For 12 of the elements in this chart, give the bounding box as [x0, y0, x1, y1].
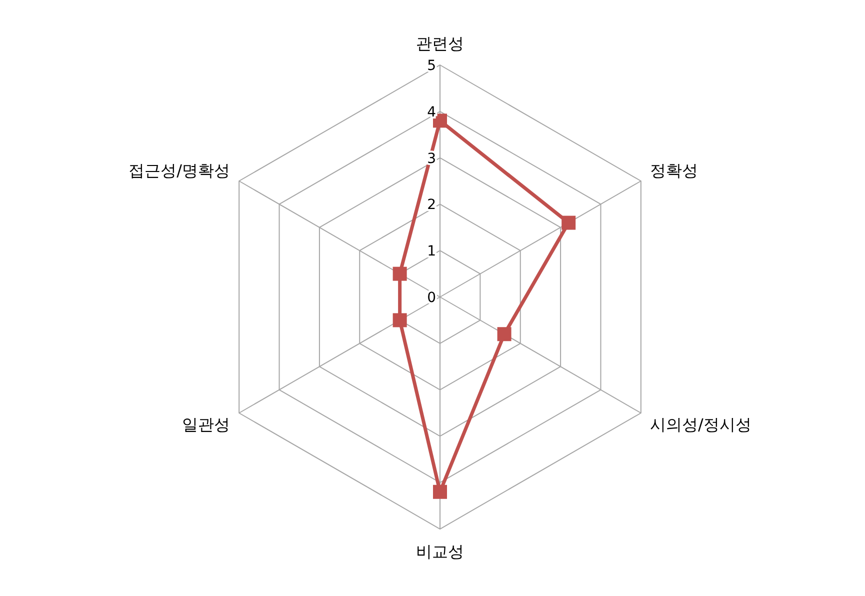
spoke-label: 접근성/명확성: [128, 161, 230, 180]
spoke-label: 정확성: [650, 161, 698, 180]
spoke-label: 일관성: [182, 415, 230, 434]
y-tick-label: 0: [427, 290, 436, 306]
y-tick-label: 4: [427, 104, 436, 120]
spoke-label: 관련성: [416, 34, 464, 53]
y-tick-label: 2: [427, 197, 436, 214]
spoke-label: 비교성: [416, 542, 464, 561]
y-tick-label: 5: [427, 58, 436, 74]
y-tick-label: 1: [427, 244, 436, 260]
spoke-label: 시의성/정시성: [650, 415, 752, 434]
y-tick-label: 3: [427, 150, 436, 167]
